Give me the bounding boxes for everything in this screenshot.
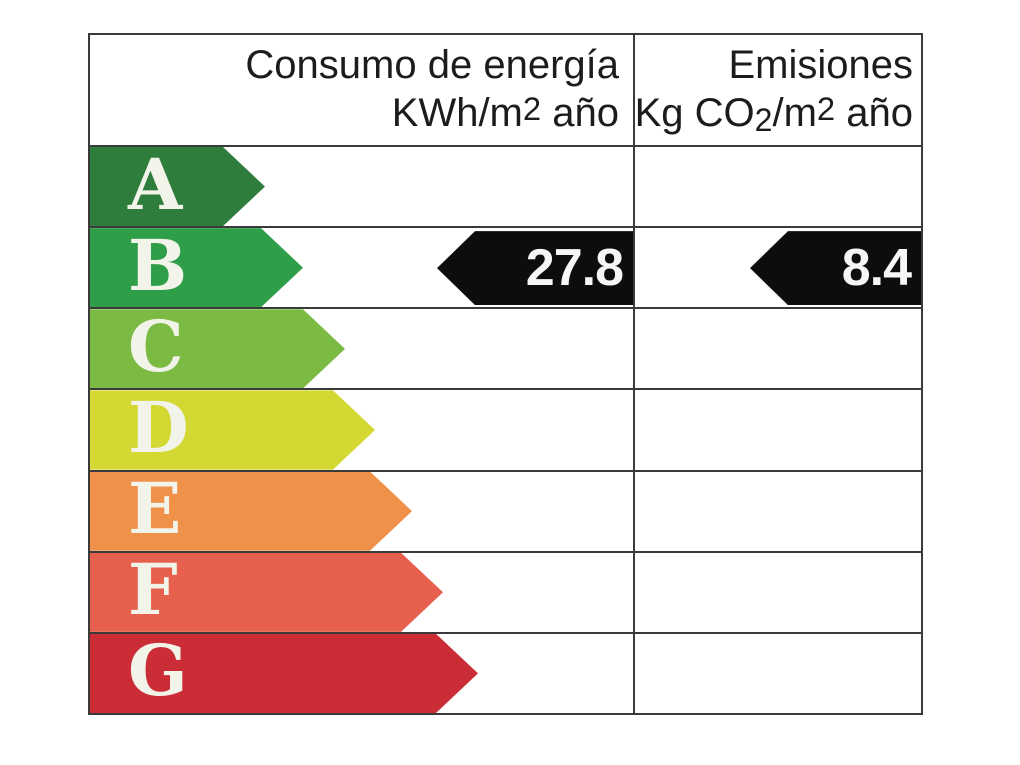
energy-header-title: Consumo de energía <box>245 43 619 87</box>
rating-band-e: E <box>90 472 412 551</box>
energy-unit-superscript: 2 <box>522 90 542 128</box>
energy-column-header: Consumo de energía KWh/m2 año <box>90 35 633 145</box>
rating-band-d: D <box>90 390 375 469</box>
rating-band-f: F <box>90 553 443 632</box>
emissions-value-arrow: 8.4 <box>750 231 921 306</box>
emissions-unit-mid: /m <box>772 91 817 135</box>
rating-row-f: F <box>90 550 921 632</box>
rating-row-d: D <box>90 388 921 469</box>
rating-row-b: B 27.8 8.4 <box>90 226 921 307</box>
rating-table: Consumo de energía KWh/m2 año Emisiones … <box>88 33 923 715</box>
rating-letter-g: G <box>128 629 188 713</box>
column-divider <box>633 35 635 713</box>
rating-band-g: G <box>90 634 478 713</box>
rating-letter-b: B <box>128 223 188 307</box>
emissions-value-label: 8.4 <box>841 239 912 298</box>
rating-row-g: G <box>90 631 921 713</box>
emissions-unit-superscript: 2 <box>816 90 836 128</box>
rating-row-a: A <box>90 145 921 226</box>
rating-row-c: C <box>90 307 921 388</box>
rating-letter-c: C <box>128 304 184 388</box>
table-header: Consumo de energía KWh/m2 año Emisiones … <box>90 35 921 145</box>
emissions-unit-subscript: 2 <box>754 102 773 139</box>
rating-letter-e: E <box>128 467 182 551</box>
rating-letter-f: F <box>128 548 178 632</box>
energy-unit-prefix: KWh/m <box>391 91 523 135</box>
emissions-header-title: Emisiones <box>728 43 913 87</box>
energy-header-unit: KWh/m2 año <box>90 89 619 139</box>
emissions-column-header: Emisiones Kg CO2/m2 año <box>633 35 921 145</box>
rating-band-a: A <box>90 147 265 226</box>
energy-value-arrow: 27.8 <box>437 231 633 306</box>
energy-unit-suffix: año <box>541 91 619 135</box>
rating-band-c: C <box>90 309 345 388</box>
rating-band-b: B <box>90 228 303 307</box>
rating-row-e: E <box>90 469 921 551</box>
emissions-header-unit: Kg CO2/m2 año <box>633 89 913 139</box>
rating-rows: A B 27.8 8.4 C <box>90 145 921 713</box>
energy-value-label: 27.8 <box>525 239 624 298</box>
rating-letter-a: A <box>128 142 183 226</box>
emissions-unit-prefix: Kg CO <box>634 91 755 135</box>
emissions-unit-suffix: año <box>835 91 913 135</box>
rating-letter-d: D <box>128 385 189 469</box>
